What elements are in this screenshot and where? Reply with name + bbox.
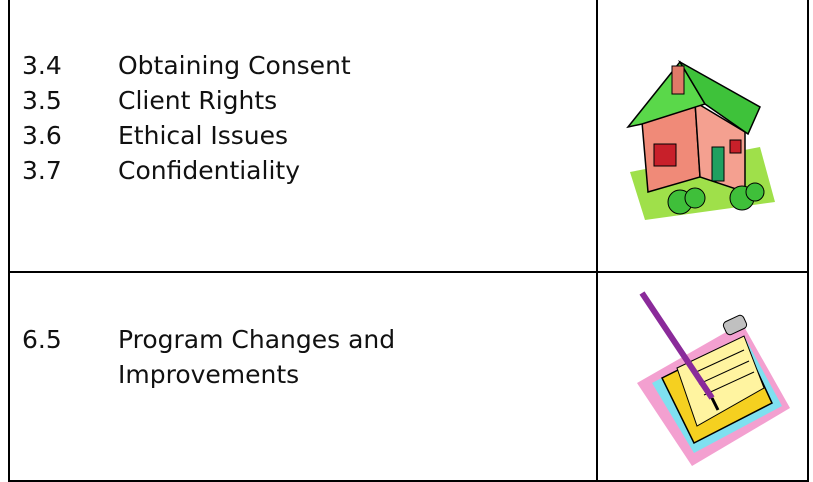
list-item: 3.6 Ethical Issues bbox=[22, 118, 582, 153]
notepad-clipart bbox=[637, 291, 790, 466]
list-item: 3.7 Confidentiality bbox=[22, 153, 582, 188]
row-text: 3.4 Obtaining Consent 3.5 Client Rights 3.6 E… bbox=[22, 48, 582, 188]
row-text: 6.5 Program Changes and Improvements bbox=[22, 322, 582, 392]
house-clipart bbox=[626, 59, 775, 220]
row-divider bbox=[8, 271, 809, 273]
section-title: Obtaining Consent bbox=[118, 51, 351, 80]
list-item: 3.4 Obtaining Consent bbox=[22, 48, 582, 83]
section-title: Client Rights bbox=[118, 86, 278, 115]
section-number: 3.5 bbox=[22, 86, 62, 115]
section-number: 3.4 bbox=[22, 51, 62, 80]
section-title: Confidentiality bbox=[118, 156, 300, 185]
column-divider bbox=[596, 0, 598, 480]
section-number: 3.6 bbox=[22, 121, 62, 150]
section-number: 6.5 bbox=[22, 325, 62, 354]
list-item: 3.5 Client Rights bbox=[22, 83, 582, 118]
section-number: 3.7 bbox=[22, 156, 62, 185]
list-item: 6.5 Program Changes and Improvements bbox=[22, 322, 582, 392]
section-title: Program Changes and Improvements bbox=[118, 325, 396, 389]
section-title: Ethical Issues bbox=[118, 121, 289, 150]
